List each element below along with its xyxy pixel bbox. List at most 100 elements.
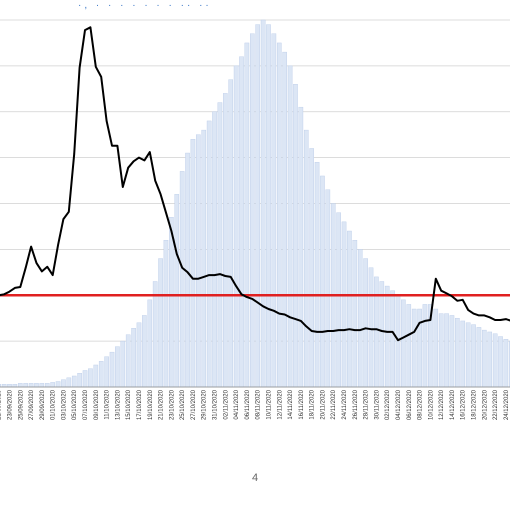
bar <box>422 304 428 388</box>
bar <box>136 322 142 388</box>
x-tick-label: 31/10/2020 <box>213 389 219 420</box>
bar <box>250 33 255 388</box>
bar <box>325 189 331 388</box>
x-tick-label: 12/11/2020 <box>277 389 283 419</box>
x-tick-label: 20/12/2020 <box>482 389 488 420</box>
bar <box>169 217 174 388</box>
bar <box>379 281 385 388</box>
bar <box>212 111 217 388</box>
x-tick-label: 15/10/2020 <box>126 389 132 420</box>
bar <box>368 267 374 388</box>
page-number: 4 <box>251 472 259 484</box>
bar <box>363 258 368 388</box>
x-tick-label: 26/11/2020 <box>353 389 359 419</box>
x-tick-label: 10/11/2020 <box>266 389 272 419</box>
bar <box>158 258 163 388</box>
x-tick-label: 08/11/2020 <box>256 389 262 419</box>
x-tick-label: 01/10/2020 <box>51 389 57 420</box>
bar <box>163 239 169 388</box>
x-tick-label: 11/10/2020 <box>105 389 111 419</box>
bar <box>374 276 379 388</box>
bar <box>88 368 93 388</box>
x-tick-label: 18/11/2020 <box>310 389 316 419</box>
bar <box>206 120 212 388</box>
bar <box>482 329 487 388</box>
bar <box>336 212 341 388</box>
bar <box>417 308 422 388</box>
bar <box>152 281 158 388</box>
x-tick-label: 10/12/2020 <box>428 389 434 420</box>
x-tick-label: 02/12/2020 <box>385 389 391 420</box>
bar <box>71 375 77 388</box>
x-tick-label: 27/10/2020 <box>191 389 197 420</box>
bar <box>244 42 250 388</box>
bar <box>174 194 180 388</box>
bar <box>287 65 293 388</box>
x-tick-label: 24/12/2020 <box>504 389 510 420</box>
bar <box>347 230 352 388</box>
bar <box>109 351 115 388</box>
x-tick-labels: 21/09/2020 23/09/2020 25/09/2020 27/09/2020… <box>0 389 510 420</box>
bar <box>23 383 28 388</box>
bar <box>12 384 18 388</box>
x-tick-label: 23/10/2020 <box>169 389 175 420</box>
bar <box>255 24 260 388</box>
x-tick-label: 05/10/2020 <box>72 389 78 420</box>
bar <box>314 162 320 388</box>
bar <box>266 24 271 388</box>
x-tick-label: 17/10/2020 <box>137 389 143 420</box>
bar <box>115 346 120 388</box>
x-tick-label: 13/10/2020 <box>115 389 121 420</box>
x-tick-label: 14/12/2020 <box>450 389 456 420</box>
x-tick-label: 08/12/2020 <box>418 389 424 420</box>
bar <box>44 383 50 388</box>
bar <box>66 377 72 388</box>
bar <box>341 221 347 388</box>
bar <box>125 334 131 388</box>
bar <box>352 239 358 388</box>
x-tick-label: 16/11/2020 <box>299 389 305 419</box>
x-tick-label: 07/10/2020 <box>83 389 89 420</box>
bar <box>411 308 417 388</box>
x-tick-label: 25/09/2020 <box>18 389 24 420</box>
bar <box>401 299 406 388</box>
line-series <box>0 26 510 342</box>
bar <box>444 313 449 388</box>
bar <box>77 373 82 388</box>
bar <box>179 171 185 388</box>
chart-title-fragment: ·, · · · · · · · ·· ·· <box>78 0 212 11</box>
bar <box>498 336 503 388</box>
bar <box>471 324 476 388</box>
bar <box>384 285 390 388</box>
bar <box>223 93 228 388</box>
bar <box>357 249 363 388</box>
x-tick-label: 24/11/2020 <box>342 389 348 419</box>
line-series-path <box>0 26 510 342</box>
bar <box>104 356 109 388</box>
bar <box>228 79 234 388</box>
bar <box>433 308 439 388</box>
bar <box>50 382 55 388</box>
bar <box>190 139 196 388</box>
bar <box>120 340 126 388</box>
x-tick-label: 23/09/2020 <box>7 389 13 420</box>
bar <box>1 384 7 388</box>
bar <box>260 19 266 388</box>
bar <box>455 317 460 388</box>
bar <box>17 383 23 388</box>
bar <box>406 304 412 388</box>
bar <box>147 299 153 388</box>
bar <box>503 339 509 388</box>
x-tick-label: 29/09/2020 <box>40 389 46 420</box>
x-tick-label: 28/11/2020 <box>364 389 370 419</box>
bar <box>309 148 314 388</box>
bar <box>61 379 66 388</box>
x-tick-label: 19/10/2020 <box>148 389 154 420</box>
bar <box>293 84 298 388</box>
bar <box>298 106 304 388</box>
bar <box>449 315 455 388</box>
bar <box>239 56 244 388</box>
x-tick-label: 21/09/2020 <box>0 389 3 420</box>
x-tick-label: 06/11/2020 <box>245 389 251 419</box>
